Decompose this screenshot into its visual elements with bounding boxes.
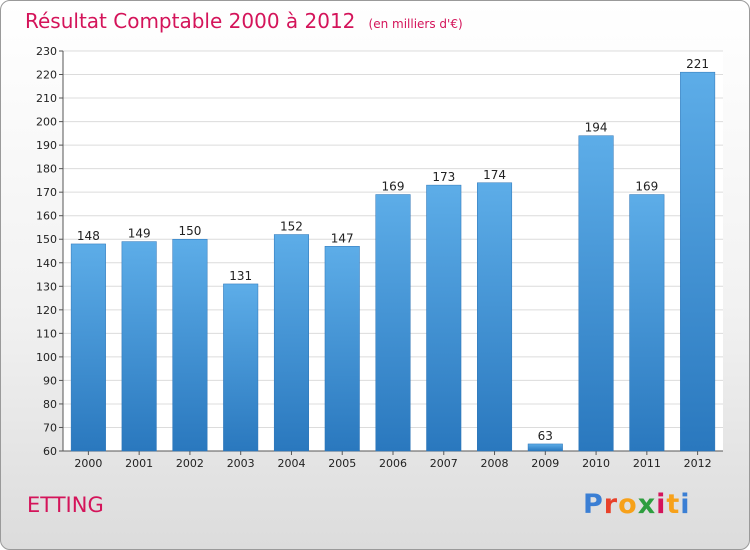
y-tick-label: 170 — [36, 186, 57, 199]
y-tick-label: 80 — [43, 398, 57, 411]
bar-2011 — [629, 194, 665, 452]
chart-subtitle: (en milliers d'€) — [368, 17, 463, 31]
data-label: 63 — [538, 429, 553, 443]
data-label: 131 — [229, 269, 252, 283]
bar-2000 — [70, 243, 106, 452]
y-tick-label: 220 — [36, 69, 57, 82]
data-label: 169 — [635, 180, 658, 194]
logo-letter: x — [637, 489, 657, 520]
y-tick-label: 150 — [36, 233, 57, 246]
x-tick-label: 2009 — [531, 457, 559, 470]
logo-letter: t — [666, 489, 681, 520]
data-label: 150 — [178, 224, 201, 238]
data-label: 174 — [483, 168, 506, 182]
y-tick-label: 180 — [36, 163, 57, 176]
x-tick-label: 2010 — [582, 457, 610, 470]
x-tick-label: 2003 — [227, 457, 255, 470]
bar-2006 — [375, 194, 411, 452]
x-tick-label: 2001 — [125, 457, 153, 470]
proxiti-logo: Proxiti — [583, 489, 691, 520]
y-tick-label: 200 — [36, 116, 57, 129]
bar-2001 — [121, 241, 157, 452]
data-label: 148 — [77, 229, 100, 243]
labels: 60 70 80 90 100 110 120 130 140 150 160 170 180 190 20… — [36, 45, 712, 470]
data-label: 149 — [128, 227, 151, 241]
y-tick-label: 230 — [36, 45, 57, 58]
logo-letter: P — [583, 489, 604, 520]
data-label: 147 — [331, 231, 354, 245]
data-label: 152 — [280, 220, 303, 234]
bar-2004 — [273, 234, 309, 452]
bar-2007 — [426, 184, 462, 452]
logo-letter: i — [680, 489, 691, 520]
commune-name: ETTING — [27, 493, 104, 517]
title-row: Résultat Comptable 2000 à 2012 (en milli… — [25, 9, 463, 33]
bar-2010 — [578, 135, 614, 452]
y-tick-label: 70 — [43, 421, 57, 434]
y-tick-label: 120 — [36, 304, 57, 317]
bar-2005 — [324, 246, 360, 452]
data-label: 221 — [686, 57, 709, 71]
bar-2008 — [477, 182, 513, 452]
x-tick-label: 2011 — [633, 457, 661, 470]
data-label: 169 — [382, 180, 405, 194]
bar-2012 — [680, 71, 716, 452]
x-tick-label: 2002 — [176, 457, 204, 470]
bars — [70, 71, 716, 452]
data-label: 173 — [432, 170, 455, 184]
chart-title: Résultat Comptable 2000 à 2012 — [25, 9, 356, 33]
y-tick-label: 100 — [36, 351, 57, 364]
y-tick-label: 210 — [36, 92, 57, 105]
bar-2002 — [172, 238, 208, 452]
logo-letter: i — [656, 489, 667, 520]
x-tick-label: 2004 — [277, 457, 305, 470]
bar-2009 — [527, 443, 563, 452]
x-tick-label: 2012 — [684, 457, 712, 470]
bar-2003 — [223, 283, 259, 452]
y-tick-label: 190 — [36, 139, 57, 152]
y-tick-label: 110 — [36, 327, 57, 340]
y-tick-label: 90 — [43, 374, 57, 387]
y-tick-label: 130 — [36, 280, 57, 293]
x-tick-label: 2005 — [328, 457, 356, 470]
logo-letter: r — [603, 489, 619, 520]
x-tick-label: 2006 — [379, 457, 407, 470]
y-tick-label: 140 — [36, 257, 57, 270]
data-label: 194 — [585, 121, 608, 135]
x-tick-label: 2000 — [74, 457, 102, 470]
x-tick-label: 2008 — [481, 457, 509, 470]
x-tick-label: 2007 — [430, 457, 458, 470]
y-tick-label: 160 — [36, 210, 57, 223]
logo-letter: o — [618, 489, 638, 520]
y-tick-label: 60 — [43, 445, 57, 458]
